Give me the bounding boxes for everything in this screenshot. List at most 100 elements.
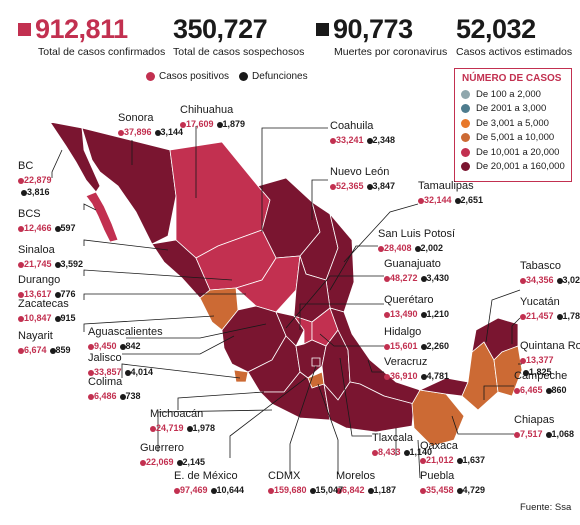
death-dot-icon	[403, 449, 410, 456]
state-name: Zacatecas	[18, 298, 69, 310]
positive-count: 13,490	[390, 309, 418, 319]
positive-dot-icon	[18, 315, 24, 322]
death-dot-icon	[545, 431, 552, 438]
state-name: Jalisco	[88, 352, 122, 364]
positive-count: 8,433	[378, 447, 401, 457]
state-figures: 6,842 1,187	[336, 484, 396, 496]
legend-item: De 20,001 a 160,000	[461, 160, 571, 175]
death-count: 859	[55, 345, 71, 355]
state-label-coahuila: Coahuila 33,241 2,348	[330, 120, 395, 146]
positive-count: 7,517	[520, 429, 543, 439]
state-figures: 15,601 2,260	[384, 340, 449, 352]
state-name: Tlaxcala	[372, 432, 413, 444]
state-name: Yucatán	[520, 296, 560, 308]
state-label-tlaxcala: Tlaxcala 8,433 1,140	[372, 432, 432, 458]
death-count: 4,014	[130, 367, 154, 377]
positive-dot-icon	[520, 277, 526, 284]
state-name: E. de México	[174, 470, 238, 482]
state-label-chiapas: Chiapas 7,517 1,068	[514, 414, 574, 440]
death-count: 738	[125, 391, 141, 401]
death-count: 3,592	[60, 259, 84, 269]
death-count: 860	[551, 385, 567, 395]
death-dot-icon	[239, 72, 249, 81]
state-name: Veracruz	[384, 356, 428, 368]
legend-item-label: De 100 a 2,000	[476, 88, 541, 100]
legend-item-label: De 5,001 a 10,000	[476, 132, 555, 144]
source-note: Fuente: Ssa	[520, 502, 572, 513]
positive-dot-icon	[384, 373, 390, 380]
state-figures: 22,879 3,816	[18, 174, 52, 198]
stat-caption: Casos activos estimados	[456, 46, 573, 58]
death-count: 776	[60, 289, 76, 299]
death-dot-icon	[186, 425, 193, 432]
positive-count: 97,469	[180, 485, 208, 495]
death-dot-icon	[124, 369, 131, 376]
death-count: 3,029	[562, 275, 580, 285]
positive-count: 159,680	[274, 485, 307, 495]
legend-item-label: De 10,001 a 20,000	[476, 146, 560, 158]
state-figures: 7,517 1,068	[514, 428, 574, 440]
state-name: Nuevo León	[330, 166, 390, 178]
death-dot-icon	[54, 261, 61, 268]
stat-caption: Total de casos confirmados	[38, 46, 166, 58]
death-count: 3,144	[160, 127, 184, 137]
state-name: Aguascalientes	[88, 326, 163, 338]
death-dot-icon	[556, 277, 563, 284]
death-count: 1,978	[192, 423, 216, 433]
state-figures: 97,469 10,644	[174, 484, 244, 496]
death-dot-icon	[21, 189, 27, 196]
state-label-morelos: Morelos 6,842 1,187	[336, 470, 396, 496]
death-count: 597	[60, 223, 76, 233]
positive-count: 28,408	[384, 243, 412, 253]
state-label-bcs: BCS 12,466 597	[18, 208, 76, 234]
death-dot-icon	[414, 245, 421, 252]
state-figures: 17,609 1,879	[180, 118, 245, 130]
stat-caption: Muertes por coronavirus	[334, 46, 448, 58]
positive-count: 37,896	[124, 127, 152, 137]
state-name: Nayarit	[18, 330, 53, 342]
legend-item-label: De 3,001 a 5,000	[476, 117, 549, 129]
legend-swatch-icon	[461, 104, 470, 114]
legend-swatch-icon	[461, 147, 470, 157]
death-dot-icon	[420, 343, 427, 350]
legend-title: NÚMERO DE CASOS	[462, 73, 562, 84]
positive-dot-icon	[18, 225, 24, 232]
stat-value: 350,727	[173, 14, 268, 44]
state-figures: 28,408 2,002	[378, 242, 455, 254]
death-count: 4,729	[462, 485, 486, 495]
death-count: 1,825	[529, 367, 552, 377]
state-name: Durango	[18, 274, 61, 286]
state-figures: 13,490 1,210	[384, 308, 449, 320]
death-dot-icon	[119, 393, 126, 400]
state-label-tamaulipas: Tamaulipas 32,144 2,651	[418, 180, 483, 206]
death-dot-icon	[523, 369, 529, 376]
state-label-nayarit: Nayarit 6,674 859	[18, 330, 71, 356]
positive-dot-icon	[146, 72, 155, 81]
state-label-jalisco: Jalisco 33,857 4,014	[88, 352, 153, 378]
positive-count: 22,879	[24, 175, 52, 185]
state-figures: 35,458 4,729	[420, 484, 485, 496]
state-name: Oaxaca	[420, 440, 458, 452]
stat-value: 52,032	[456, 14, 536, 44]
death-count: 2,348	[372, 135, 396, 145]
death-count: 10,644	[216, 485, 245, 495]
state-name: Coahuila	[330, 120, 374, 132]
positive-dot-icon	[330, 183, 336, 190]
death-count: 842	[125, 341, 141, 351]
positive-dot-icon	[330, 137, 336, 144]
positive-dot-icon	[18, 291, 24, 298]
state-figures: 6,486 738	[88, 390, 141, 402]
death-count: 1,210	[426, 309, 450, 319]
state-name: Quintana Roo	[520, 340, 580, 352]
stat-value: 90,773	[333, 14, 413, 44]
positive-dot-icon	[150, 425, 156, 432]
state-figures: 6,674 859	[18, 344, 71, 356]
state-name: Querétaro	[384, 294, 434, 306]
death-dot-icon	[366, 183, 373, 190]
legend-item-label: De 2001 a 3,000	[476, 103, 547, 115]
stat-suspected: 350,727 Total de casos sospechosos	[173, 14, 304, 58]
positive-count: 17,609	[186, 119, 214, 129]
state-label-cdmx: CDMX 159,680 15,047	[268, 470, 343, 496]
death-dot-icon	[420, 275, 427, 282]
